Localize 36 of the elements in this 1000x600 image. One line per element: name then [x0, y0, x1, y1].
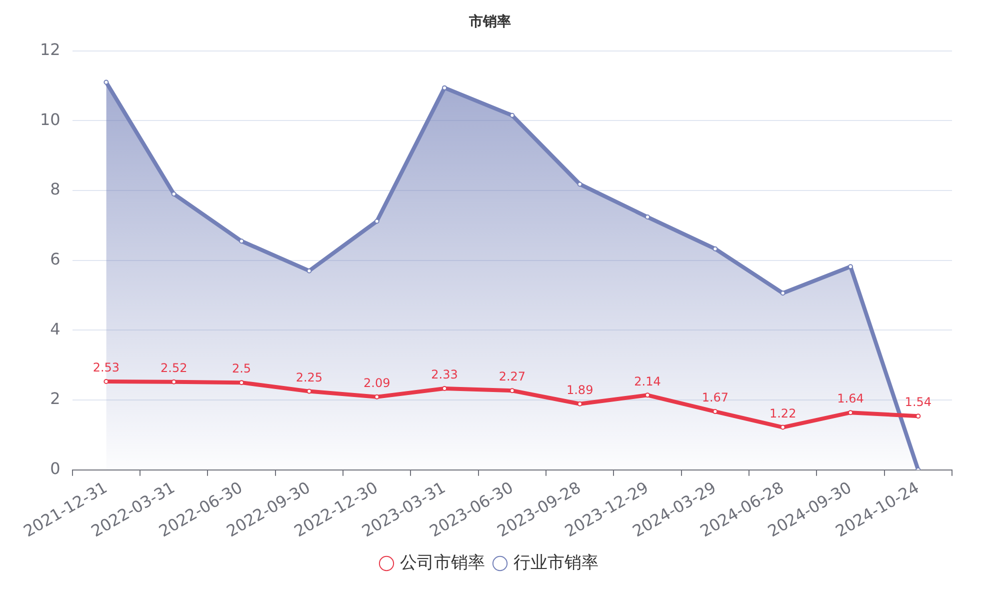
point	[712, 409, 718, 414]
data-label: 1.67	[702, 390, 729, 405]
point	[780, 290, 786, 296]
y-tick-label: 0	[50, 459, 60, 478]
data-label: 2.09	[363, 376, 390, 390]
data-label: 2.52	[160, 361, 188, 375]
point	[374, 218, 380, 224]
y-tick-label: 2	[50, 389, 60, 408]
data-label: 1.54	[904, 395, 932, 410]
legend-label: 行业市销率	[514, 552, 598, 573]
data-label: 2.27	[498, 370, 526, 384]
point	[712, 246, 718, 252]
y-tick-label: 10	[40, 110, 60, 129]
data-label: 2.53	[92, 360, 120, 375]
y-tick-label: 8	[50, 180, 60, 199]
y-tick-label: 4	[50, 319, 60, 338]
point	[645, 214, 650, 220]
point	[510, 112, 515, 118]
data-label: 1.64	[837, 392, 864, 406]
point	[577, 182, 582, 187]
y-tick-label: 6	[50, 249, 60, 268]
legend-label: 公司市销率	[400, 552, 485, 573]
data-label: 2.14	[634, 374, 661, 388]
point	[239, 238, 244, 244]
data-label: 1.22	[769, 406, 796, 420]
point	[645, 392, 650, 398]
chart-title: 市销率	[468, 13, 511, 30]
data-label: 1.89	[566, 383, 594, 397]
data-label: 2.5	[232, 362, 252, 376]
data-label: 2.33	[431, 368, 458, 382]
point	[104, 80, 109, 85]
point	[171, 191, 176, 196]
point	[780, 424, 786, 430]
point	[306, 268, 312, 274]
y-tick-label: 12	[40, 40, 60, 59]
data-label: 2.25	[296, 370, 323, 384]
